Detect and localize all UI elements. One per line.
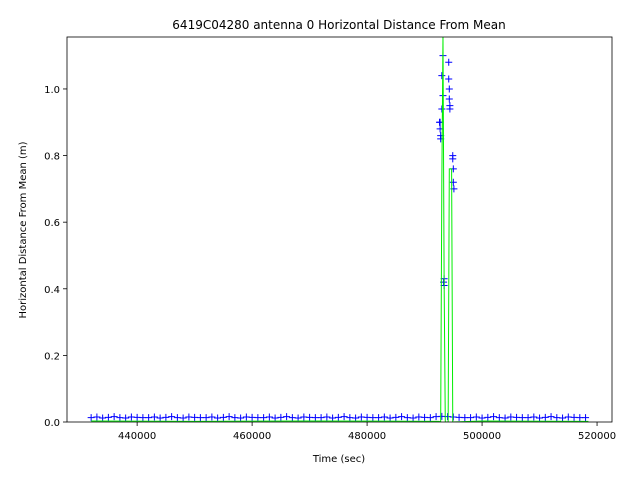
marker bbox=[202, 414, 210, 422]
x-tick-label: 500000 bbox=[463, 431, 501, 442]
marker bbox=[219, 413, 227, 421]
marker bbox=[386, 414, 394, 422]
marker bbox=[524, 414, 532, 422]
marker bbox=[375, 414, 383, 422]
marker bbox=[156, 414, 164, 422]
marker bbox=[145, 414, 153, 422]
marker bbox=[340, 413, 348, 421]
marker bbox=[536, 414, 544, 422]
marker bbox=[150, 413, 158, 421]
y-tick-label: 0.4 bbox=[44, 285, 60, 296]
marker bbox=[122, 414, 130, 422]
marker bbox=[271, 414, 279, 422]
line bbox=[91, 37, 589, 422]
marker bbox=[449, 178, 457, 186]
marker bbox=[582, 414, 590, 422]
y-tick-label: 0.0 bbox=[44, 418, 60, 429]
marker bbox=[392, 413, 400, 421]
marker bbox=[445, 75, 453, 83]
marker bbox=[445, 85, 453, 93]
marker bbox=[323, 413, 331, 421]
marker bbox=[260, 414, 268, 422]
marker bbox=[225, 413, 233, 421]
marker bbox=[409, 414, 417, 422]
marker bbox=[110, 413, 118, 421]
marker bbox=[329, 414, 337, 422]
x-axis-label: Time (sec) bbox=[312, 454, 365, 465]
marker bbox=[467, 414, 475, 422]
chart-title: 6419C04280 antenna 0 Horizontal Distance… bbox=[172, 18, 505, 32]
marker bbox=[214, 414, 222, 422]
marker bbox=[283, 413, 291, 421]
marker bbox=[352, 414, 360, 422]
marker bbox=[398, 413, 406, 421]
y-tick-label: 0.6 bbox=[44, 218, 60, 229]
marker bbox=[104, 413, 112, 421]
y-axis-label: Horizontal Distance From Mean (m) bbox=[18, 141, 29, 318]
marker bbox=[277, 413, 285, 421]
marker bbox=[530, 413, 538, 421]
marker bbox=[472, 413, 480, 421]
marker bbox=[87, 414, 95, 422]
marker bbox=[162, 413, 170, 421]
marker bbox=[445, 95, 453, 103]
marker bbox=[547, 413, 555, 421]
marker bbox=[208, 413, 216, 421]
x-tick-label: 480000 bbox=[348, 431, 386, 442]
y-tick-label: 1.0 bbox=[44, 85, 60, 96]
marker bbox=[449, 155, 457, 163]
marker bbox=[490, 413, 498, 421]
marker bbox=[478, 414, 486, 422]
y-tick-label: 0.8 bbox=[44, 152, 60, 163]
x-tick-label: 520000 bbox=[578, 431, 616, 442]
x-tick-label: 440000 bbox=[118, 431, 156, 442]
plot-area bbox=[87, 37, 590, 422]
marker bbox=[179, 414, 187, 422]
marker bbox=[93, 413, 101, 421]
marker bbox=[168, 413, 176, 421]
x-tick-label: 460000 bbox=[233, 431, 271, 442]
marker bbox=[446, 105, 454, 113]
marker bbox=[484, 413, 492, 421]
marker bbox=[265, 413, 273, 421]
marker bbox=[501, 414, 509, 422]
y-tick-label: 0.2 bbox=[44, 351, 60, 362]
marker bbox=[317, 414, 325, 422]
marker bbox=[438, 105, 446, 113]
axes-frame bbox=[66, 36, 613, 423]
marker bbox=[99, 414, 107, 422]
marker bbox=[445, 58, 453, 66]
marker bbox=[426, 414, 434, 422]
marker bbox=[334, 413, 342, 421]
marker bbox=[438, 72, 446, 80]
marker bbox=[541, 413, 549, 421]
marker bbox=[294, 414, 302, 422]
marker bbox=[380, 413, 388, 421]
marker bbox=[559, 414, 567, 422]
marker bbox=[237, 414, 245, 422]
